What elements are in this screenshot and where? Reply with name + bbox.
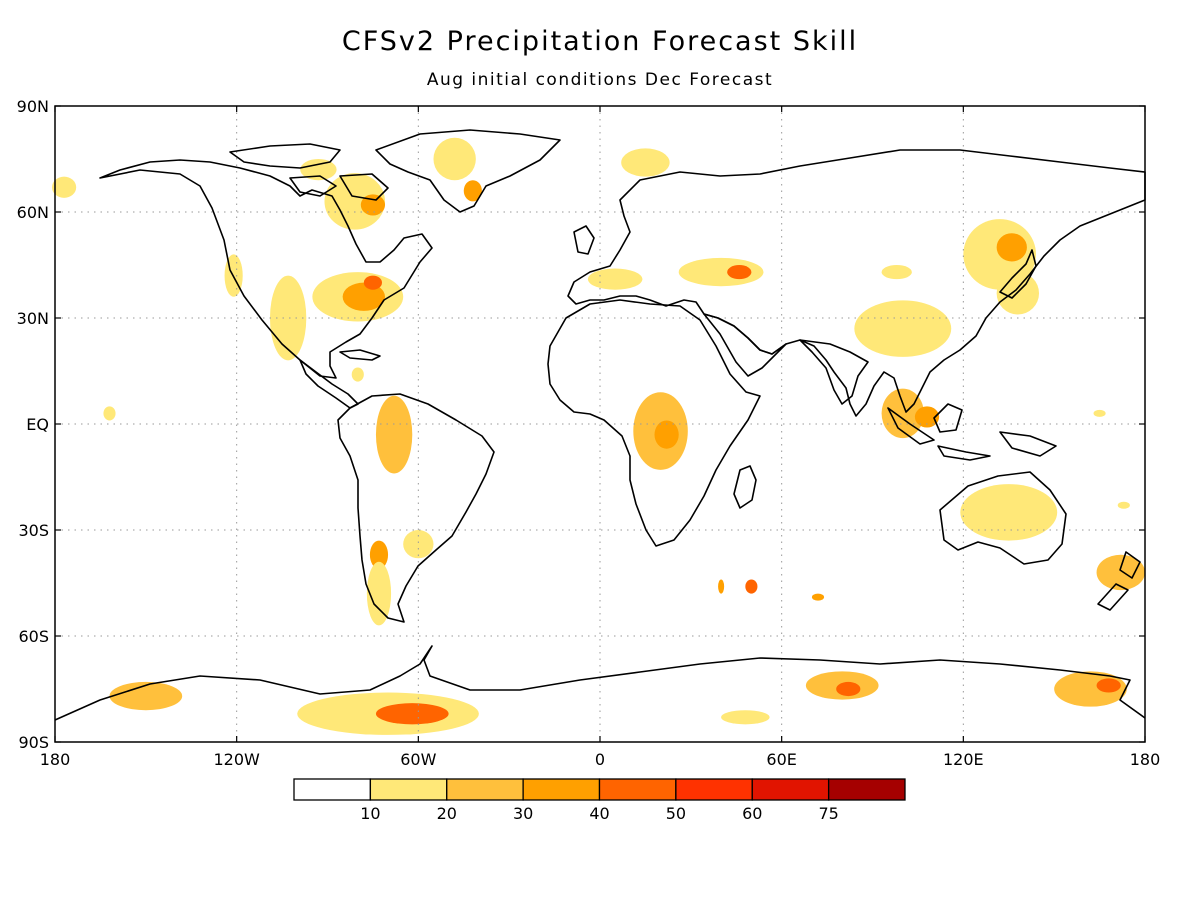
coastline-eurasia <box>567 149 1146 417</box>
skill-region-44 <box>621 148 670 177</box>
colorbar-swatch-4 <box>598 778 677 801</box>
colorbar-label: 75 <box>818 804 838 823</box>
lon-tick-label: 0 <box>595 750 605 769</box>
lon-tick-label: 120E <box>943 750 984 769</box>
colorbar-label: 20 <box>437 804 457 823</box>
skill-region-39 <box>51 176 77 198</box>
skill-region-27 <box>718 579 725 594</box>
lat-tick-label: 90N <box>17 97 49 116</box>
skill-region-43 <box>351 367 364 382</box>
skill-region-37 <box>721 710 770 725</box>
skill-region-6 <box>360 194 386 216</box>
colorbar-swatch-0 <box>293 778 372 801</box>
skill-region-1 <box>342 282 386 311</box>
skill-region-38 <box>103 406 116 421</box>
coastline-india <box>799 339 869 405</box>
lat-tick-label: 90S <box>18 733 49 752</box>
skill-region-36 <box>1096 678 1121 693</box>
skill-region-7 <box>433 137 476 181</box>
skill-region-12 <box>366 561 392 626</box>
skill-region-10 <box>375 395 413 474</box>
skill-region-18 <box>587 268 643 290</box>
lat-tick-label: EQ <box>26 415 49 434</box>
skill-region-29 <box>811 593 825 601</box>
skill-region-3 <box>269 275 307 361</box>
skill-region-21 <box>914 406 940 428</box>
coastline-arabia <box>703 313 787 377</box>
skill-region-42 <box>1117 501 1130 509</box>
skill-region-17 <box>727 265 752 280</box>
colorbar-label: 10 <box>360 804 380 823</box>
skill-region-32 <box>109 681 183 711</box>
lon-tick-label: 120W <box>213 750 260 769</box>
graticule <box>55 106 1145 742</box>
skill-region-19 <box>854 300 952 357</box>
skill-region-8 <box>463 180 482 202</box>
lon-tick-label: 60W <box>400 750 436 769</box>
colorbar-swatch-7 <box>827 778 906 801</box>
coastline-japan <box>999 249 1037 299</box>
coastline-madagascar <box>733 465 757 509</box>
coastline-australia <box>939 471 1067 565</box>
skill-region-41 <box>1093 409 1106 417</box>
skill-shading-layer <box>51 137 1146 735</box>
colorbar-swatch-3 <box>522 778 601 801</box>
lon-tick-label: 180 <box>40 750 71 769</box>
skill-region-16 <box>678 257 764 287</box>
skill-region-13 <box>403 530 434 559</box>
skill-region-23 <box>996 233 1027 262</box>
coastline-antarctica <box>54 645 1146 721</box>
colorbar-swatch-2 <box>446 778 524 801</box>
coastline-central-america <box>299 359 359 409</box>
skill-region-5 <box>324 173 386 230</box>
skill-region-34 <box>836 681 861 697</box>
coastline-africa <box>547 299 761 547</box>
colorbar-label: 60 <box>742 804 762 823</box>
map-title: CFSv2 Precipitation Forecast Skill <box>341 26 859 57</box>
coastline-cuba <box>339 349 381 361</box>
colorbar-label: 30 <box>513 804 533 823</box>
skill-region-40 <box>881 265 912 280</box>
colorbar: 10 20 30 40 50 60 75 <box>293 778 906 823</box>
colorbar-swatch-5 <box>675 778 753 801</box>
lat-tick-label: 60N <box>17 203 49 222</box>
lat-tick-label: 60S <box>18 627 49 646</box>
skill-region-28 <box>745 579 758 594</box>
coastline-arctic-islands <box>229 143 389 201</box>
colorbar-label: 50 <box>666 804 686 823</box>
skill-region-9 <box>300 159 337 181</box>
map-subtitle: Aug initial conditions Dec Forecast <box>426 70 774 90</box>
coastline-uk <box>573 225 595 255</box>
colorbar-swatch-1 <box>369 778 448 801</box>
skill-region-25 <box>960 484 1058 541</box>
skill-region-2 <box>363 275 382 290</box>
coastlines <box>54 129 1146 721</box>
colorbar-label: 40 <box>589 804 609 823</box>
lat-tick-label: 30N <box>17 309 49 328</box>
coastline-greenland <box>375 129 561 213</box>
skill-region-26 <box>1096 554 1146 591</box>
lon-tick-label: 180 <box>1130 750 1161 769</box>
colorbar-swatch-6 <box>751 778 830 801</box>
coastline-new-zealand <box>1097 551 1141 611</box>
skill-region-15 <box>654 420 679 449</box>
lon-tick-label: 60E <box>766 750 796 769</box>
lat-tick-label: 30S <box>18 521 49 540</box>
coastline-indonesia <box>887 403 1057 461</box>
coastline-south-america <box>337 393 495 623</box>
skill-region-31 <box>375 703 449 725</box>
coastline-north-america <box>99 159 433 379</box>
skill-region-11 <box>369 540 389 569</box>
